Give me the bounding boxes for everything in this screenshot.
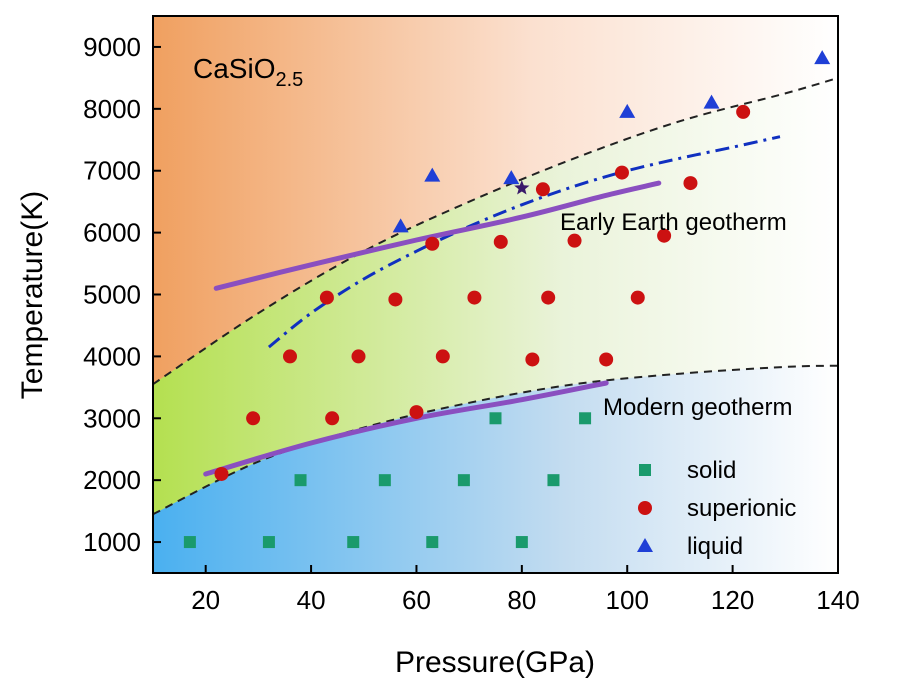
y-tick-label: 7000	[83, 156, 141, 186]
solid-point	[426, 536, 439, 549]
superionic-point	[283, 349, 297, 364]
solid-point	[262, 536, 275, 549]
superionic-point	[325, 411, 340, 426]
y-tick-label: 6000	[83, 218, 141, 248]
solid-point	[457, 474, 470, 487]
solid-point	[547, 474, 560, 487]
upper-phase-boundary	[153, 76, 838, 386]
superionic-point	[736, 104, 751, 119]
superionic-point	[425, 236, 440, 251]
superionic-region	[153, 77, 838, 515]
solid-point	[378, 474, 391, 487]
solid-point	[515, 536, 528, 549]
superionic-point	[409, 405, 424, 420]
x-tick-label: 120	[711, 585, 754, 615]
superionic-point	[246, 411, 261, 426]
liquid-point	[703, 94, 720, 109]
legend: solid superionic liquid	[637, 457, 796, 560]
early-earth-geotherm-line	[213, 180, 662, 291]
x-tick-label: 40	[297, 585, 326, 615]
melting-curve	[267, 135, 781, 349]
superionic-point	[630, 290, 645, 305]
star-point	[514, 180, 530, 195]
solid-point	[183, 536, 196, 549]
superionic-point	[525, 352, 540, 367]
liquid-point	[814, 50, 831, 65]
early-earth-geotherm-label: Early Earth geotherm	[560, 209, 787, 236]
legend-solid-label: solid	[687, 457, 736, 484]
solid-point	[579, 412, 592, 425]
compound-base: CaSiO	[193, 53, 275, 84]
y-tick-label: 2000	[83, 465, 141, 495]
solid-point	[294, 474, 307, 487]
x-axis-title: Pressure(GPa)	[395, 646, 595, 679]
superionic-point	[319, 290, 334, 305]
x-tick-label: 20	[191, 585, 220, 615]
y-tick-label: 1000	[83, 527, 141, 557]
y-tick-label: 4000	[83, 341, 141, 371]
y-tick-label: 3000	[83, 403, 141, 433]
liquid-point	[424, 167, 441, 182]
compound-label: CaSiO2.5	[193, 53, 303, 91]
phase-regions	[153, 16, 838, 573]
legend-liquid-label: liquid	[687, 533, 743, 560]
y-axis-title: Temperature(K)	[16, 191, 49, 399]
modern-geotherm-label: Modern geotherm	[603, 394, 792, 421]
solid-point	[489, 412, 502, 425]
liquid-point	[392, 218, 409, 233]
legend-superionic-marker	[638, 501, 652, 515]
x-tick-label: 100	[606, 585, 649, 615]
superionic-point	[388, 292, 403, 307]
superionic-point	[541, 290, 556, 305]
liquid-point	[503, 170, 520, 185]
x-tick-label: 140	[816, 585, 859, 615]
legend-superionic-label: superionic	[687, 495, 796, 522]
solid-point	[347, 536, 360, 549]
superionic-point	[435, 349, 450, 364]
superionic-point	[614, 165, 629, 180]
superionic-point	[683, 176, 698, 191]
superionic-point	[599, 352, 614, 367]
y-tick-label: 5000	[83, 280, 141, 310]
y-tick-label: 8000	[83, 94, 141, 124]
x-tick-label: 80	[507, 585, 536, 615]
solid-region	[153, 365, 838, 573]
superionic-point	[567, 233, 582, 248]
y-axis: 1000 2000 3000 4000 5000 6000 7000 8000 9000	[83, 32, 161, 557]
legend-solid-marker	[639, 464, 651, 476]
x-axis: 20 40 60 80 100 120 140	[191, 565, 860, 615]
y-tick-label: 9000	[83, 32, 141, 62]
superionic-point	[493, 234, 508, 249]
superionic-point	[214, 466, 229, 481]
compound-subscript: 2.5	[275, 69, 303, 91]
data-markers	[183, 50, 831, 549]
superionic-point	[351, 349, 366, 364]
superionic-point	[467, 290, 482, 305]
superionic-point	[535, 182, 550, 197]
liquid-point	[619, 103, 636, 118]
legend-liquid-marker	[637, 538, 653, 552]
superionic-point	[657, 228, 672, 243]
x-tick-label: 60	[402, 585, 431, 615]
